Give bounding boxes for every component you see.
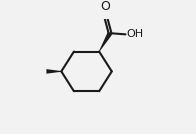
Polygon shape <box>46 69 61 74</box>
Text: O: O <box>101 0 110 13</box>
Polygon shape <box>99 32 112 52</box>
Text: OH: OH <box>126 29 143 39</box>
